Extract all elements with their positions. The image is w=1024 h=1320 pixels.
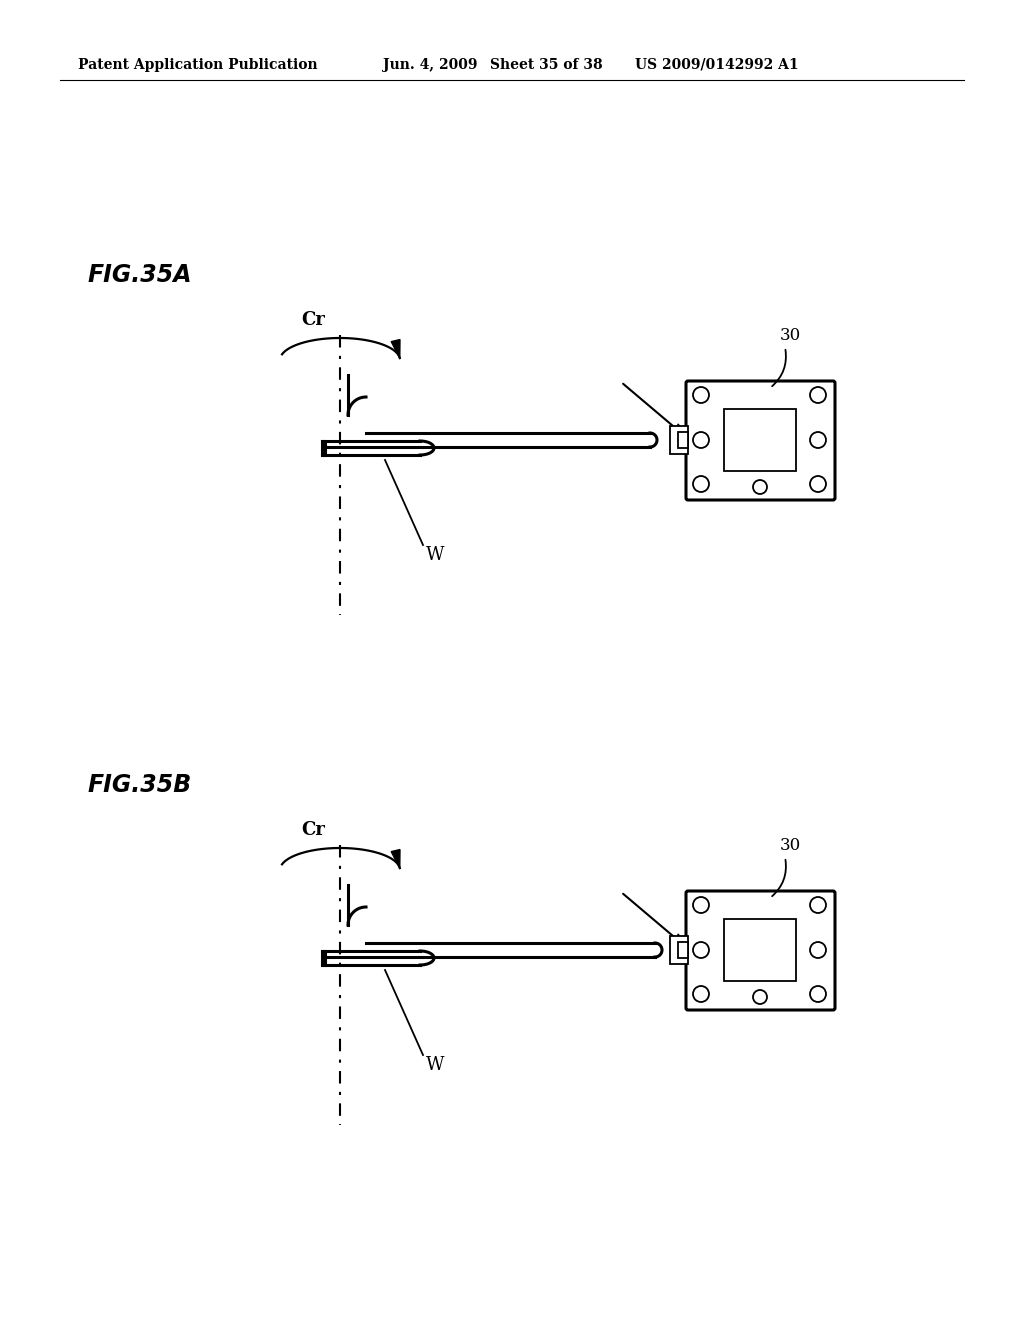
Bar — [678, 432, 688, 447]
Text: Sheet 35 of 38: Sheet 35 of 38 — [490, 58, 603, 73]
Text: FIG.35A: FIG.35A — [88, 263, 193, 286]
Bar — [678, 942, 688, 958]
Text: Cr: Cr — [301, 312, 325, 329]
Bar — [724, 409, 796, 471]
Polygon shape — [391, 850, 400, 869]
Text: 30: 30 — [779, 837, 801, 854]
Text: Cr: Cr — [301, 821, 325, 840]
Bar — [670, 936, 688, 964]
Text: W: W — [426, 1056, 444, 1074]
Text: 30: 30 — [779, 326, 801, 343]
FancyBboxPatch shape — [686, 891, 835, 1010]
Text: US 2009/0142992 A1: US 2009/0142992 A1 — [635, 58, 799, 73]
Text: FIG.35B: FIG.35B — [88, 774, 193, 797]
Text: W: W — [426, 546, 444, 564]
Text: Jun. 4, 2009: Jun. 4, 2009 — [383, 58, 477, 73]
Bar — [724, 919, 796, 981]
Text: Patent Application Publication: Patent Application Publication — [78, 58, 317, 73]
FancyBboxPatch shape — [686, 381, 835, 500]
Polygon shape — [391, 339, 400, 358]
Bar — [670, 426, 688, 454]
